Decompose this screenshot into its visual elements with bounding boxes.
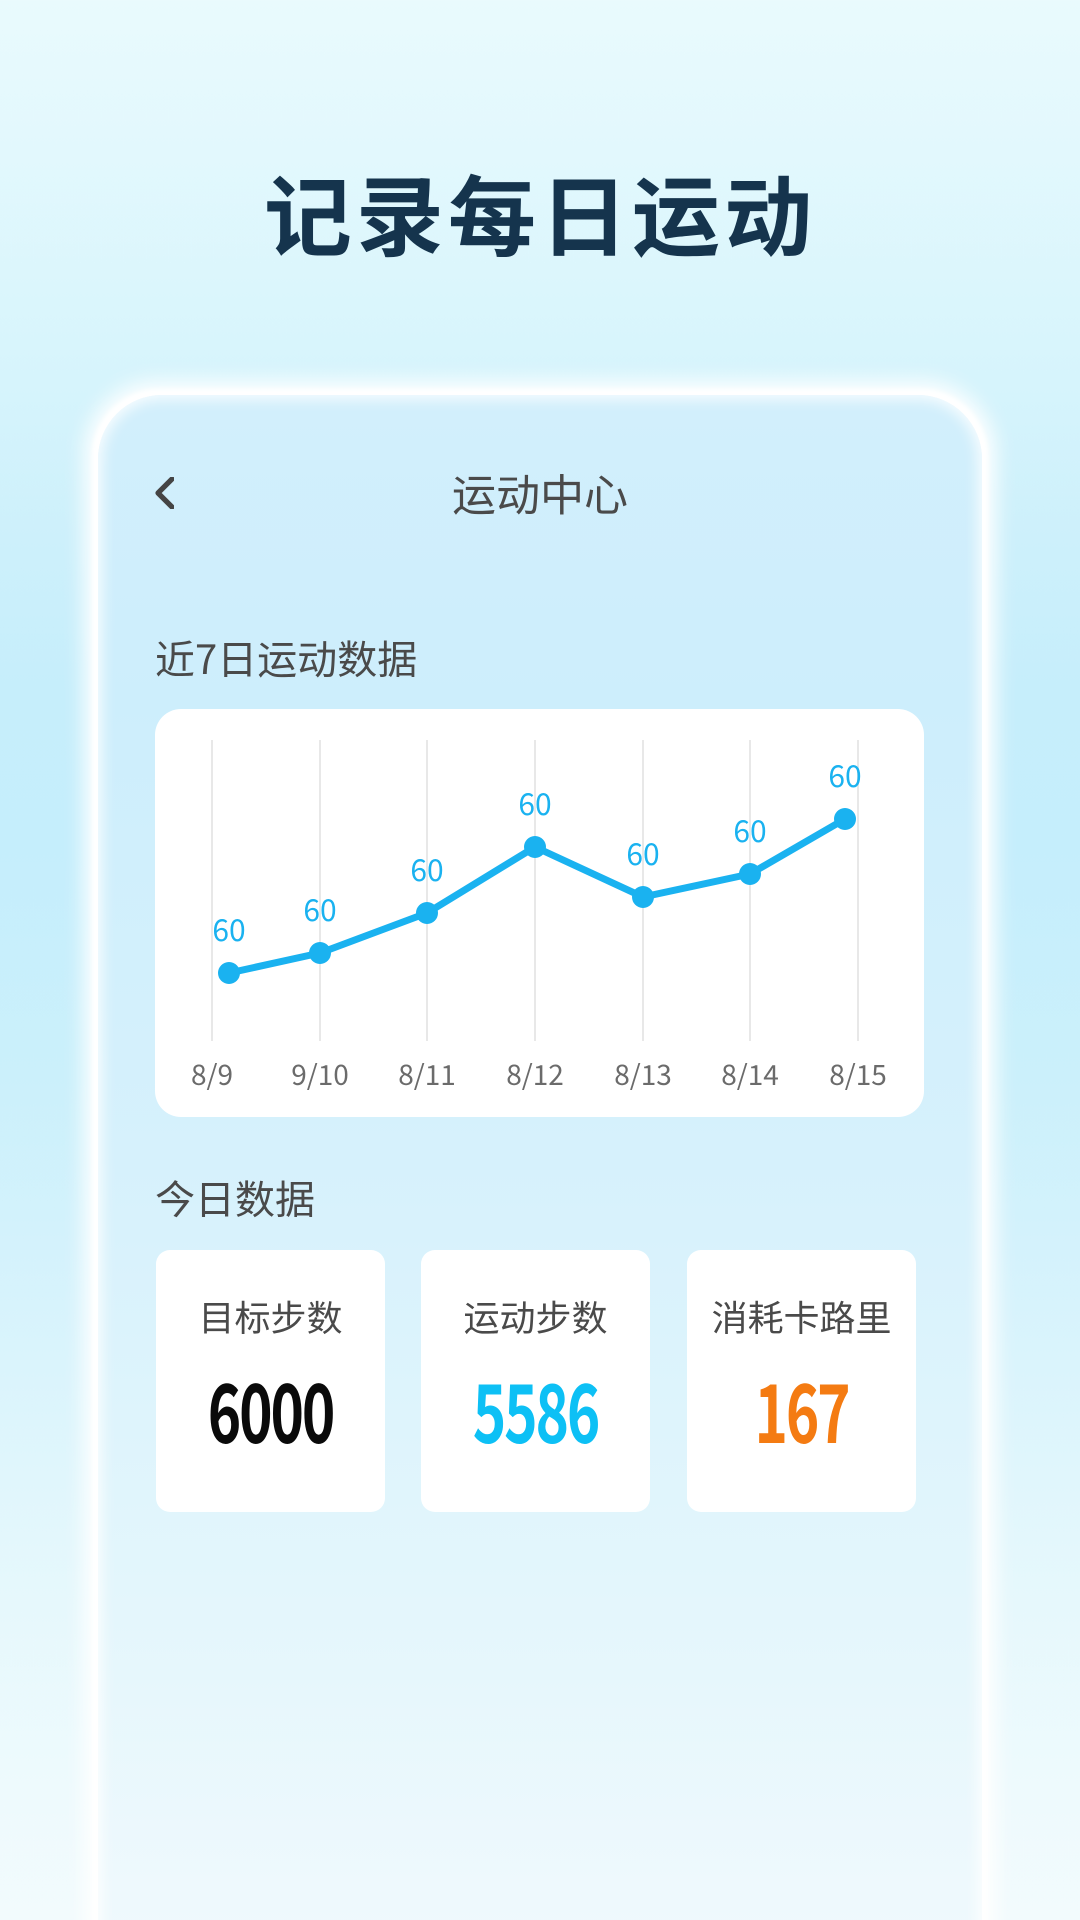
svg-text:8/12: 8/12: [506, 1054, 564, 1094]
svg-text:60: 60: [828, 752, 861, 796]
svg-text:60: 60: [733, 807, 766, 851]
svg-text:60: 60: [303, 886, 336, 930]
svg-text:60: 60: [212, 906, 245, 950]
svg-text:60: 60: [518, 780, 551, 824]
svg-text:8/15: 8/15: [829, 1054, 887, 1094]
svg-text:8/9: 8/9: [191, 1054, 233, 1094]
svg-text:8/14: 8/14: [721, 1054, 779, 1094]
svg-text:8/13: 8/13: [614, 1054, 672, 1094]
svg-text:60: 60: [410, 846, 443, 890]
svg-text:60: 60: [626, 830, 659, 874]
svg-text:9/10: 9/10: [291, 1054, 349, 1094]
svg-text:8/11: 8/11: [398, 1054, 456, 1094]
